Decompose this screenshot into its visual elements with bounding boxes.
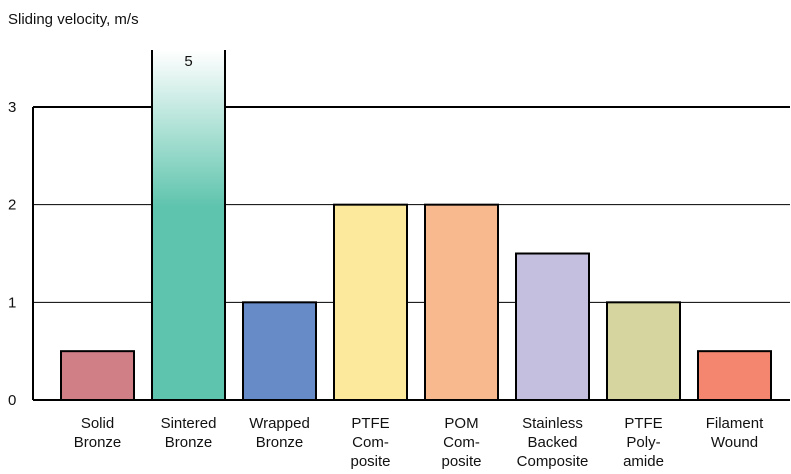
x-tick-label: Sintered Bronze: [161, 415, 217, 451]
bar: [697, 350, 772, 401]
bar-outline: [151, 50, 226, 401]
x-tick-label: PTFE Poly-amide: [623, 415, 664, 470]
x-tick-label: Solid Bronze: [74, 415, 122, 451]
bar: [606, 301, 681, 402]
y-tick-label: 2: [8, 197, 16, 214]
bar: [242, 301, 317, 402]
axis-title: Sliding velocity, m/s: [8, 11, 139, 28]
y-tick-label: 0: [8, 392, 16, 409]
y-tick-label: 3: [8, 99, 16, 116]
x-tick-label: Stainless Backed Composite: [517, 415, 589, 470]
bar: [152, 50, 225, 400]
bar: [60, 350, 135, 401]
x-tick-label: Filament Wound: [706, 415, 764, 451]
x-tick-label: PTFE Com-posite: [350, 415, 390, 470]
bar: [333, 203, 408, 401]
value-label: 5: [184, 53, 192, 70]
y-tick-label: 1: [8, 294, 16, 311]
bar: [424, 203, 499, 401]
x-tick-label: POM Com-posite: [441, 415, 481, 470]
x-tick-label: Wrapped Bronze: [249, 415, 310, 451]
bar: [515, 252, 590, 401]
